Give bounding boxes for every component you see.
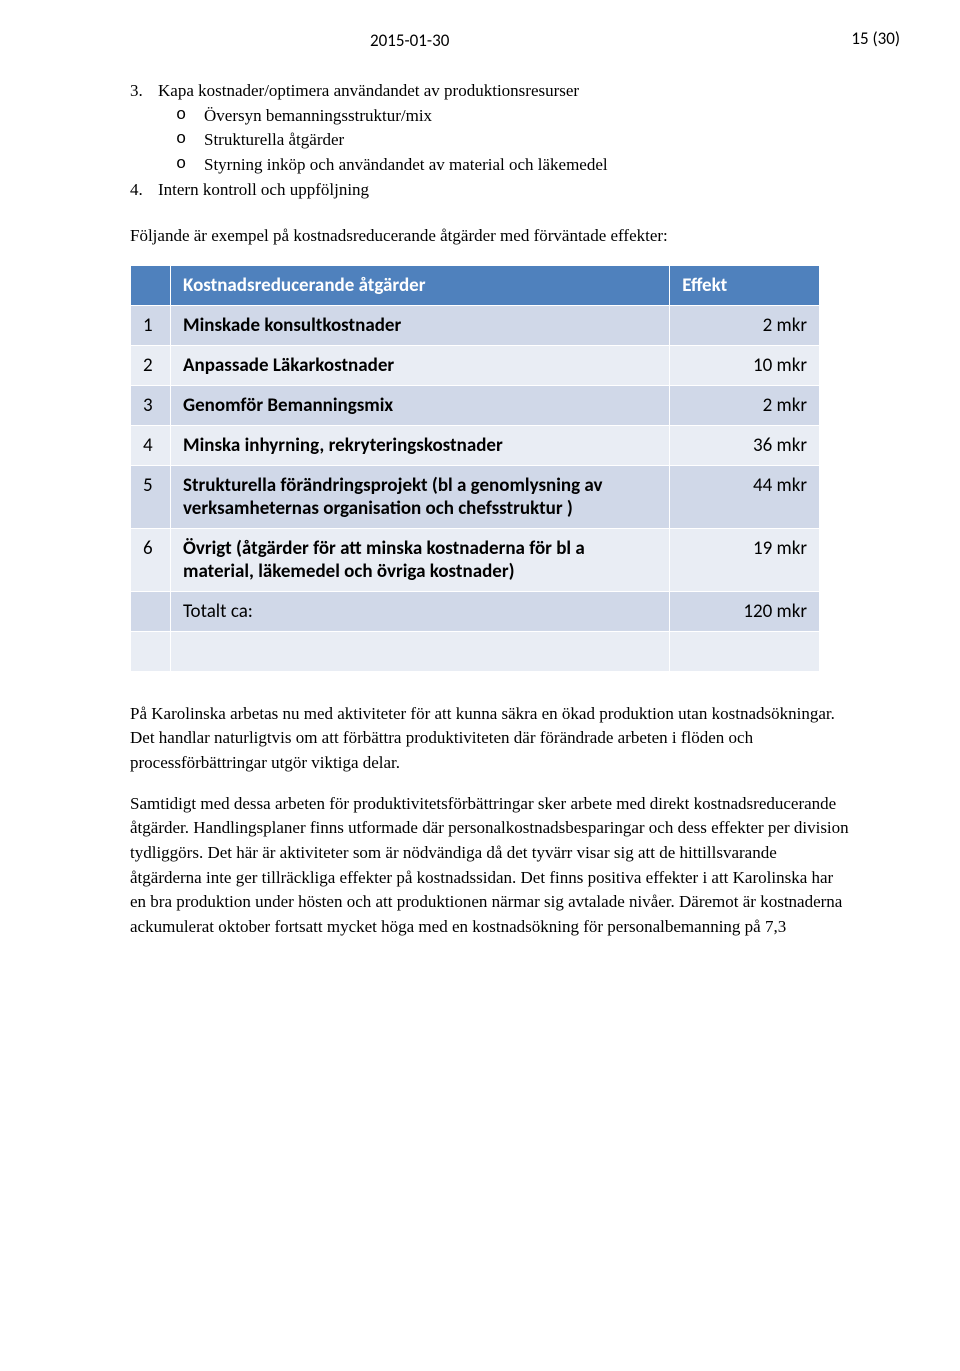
table-total-row: Totalt ca:120 mkr	[131, 591, 820, 631]
sublist-item: o Översyn bemanningsstruktur/mix	[176, 104, 850, 129]
table-row: 1Minskade konsultkostnader2 mkr	[131, 305, 820, 345]
list-item-number: 4.	[130, 178, 158, 203]
table-cell-blank	[131, 631, 171, 671]
table-cell-effect: 2 mkr	[670, 385, 820, 425]
table-cell-blank	[170, 631, 669, 671]
table-cell-effect: 2 mkr	[670, 305, 820, 345]
intro-paragraph: Följande är exempel på kostnadsreduceran…	[130, 224, 850, 249]
table-header-desc: Kostnadsreducerande åtgärder	[170, 265, 669, 305]
table-cell-number: 3	[131, 385, 171, 425]
list-item: 3. Kapa kostnader/optimera användandet a…	[130, 79, 850, 104]
table-cell-desc: Genomför Bemanningsmix	[170, 385, 669, 425]
list-item-text: Intern kontroll och uppföljning	[158, 178, 369, 203]
sublist-item: o Strukturella åtgärder	[176, 128, 850, 153]
sublist-item-text: Översyn bemanningsstruktur/mix	[204, 104, 432, 129]
table-cell-effect: 44 mkr	[670, 465, 820, 528]
sublist-item-text: Strukturella åtgärder	[204, 128, 344, 153]
sublist-item: o Styrning inköp och användandet av mate…	[176, 153, 850, 178]
table-header-row: Kostnadsreducerande åtgärder Effekt	[131, 265, 820, 305]
table-cell-number: 1	[131, 305, 171, 345]
table-cell-desc: Övrigt (åtgärder för att minska kostnade…	[170, 528, 669, 591]
table-blank-row	[131, 631, 820, 671]
table-cell-number	[131, 591, 171, 631]
bullet-icon: o	[176, 128, 204, 153]
sublist-item-text: Styrning inköp och användandet av materi…	[204, 153, 608, 178]
bullet-icon: o	[176, 153, 204, 178]
table-cell-desc: Strukturella förändringsprojekt (bl a ge…	[170, 465, 669, 528]
list-item-number: 3.	[130, 79, 158, 104]
bullet-icon: o	[176, 104, 204, 129]
table-cell-number: 6	[131, 528, 171, 591]
table-row: 3Genomför Bemanningsmix2 mkr	[131, 385, 820, 425]
table-row: 5Strukturella förändringsprojekt (bl a g…	[131, 465, 820, 528]
table-cell-number: 4	[131, 425, 171, 465]
table-row: 6Övrigt (åtgärder för att minska kostnad…	[131, 528, 820, 591]
table-header-blank	[131, 265, 171, 305]
table-cell-blank	[670, 631, 820, 671]
body-paragraph: Samtidigt med dessa arbeten för produkti…	[130, 792, 850, 940]
table-cell-desc: Minskade konsultkostnader	[170, 305, 669, 345]
table-cell-effect: 19 mkr	[670, 528, 820, 591]
table-cell-number: 2	[131, 345, 171, 385]
table-cell-total-value: 120 mkr	[670, 591, 820, 631]
table-row: 4Minska inhyrning, rekryteringskostnader…	[131, 425, 820, 465]
table-cell-total-label: Totalt ca:	[170, 591, 669, 631]
numbered-list: 3. Kapa kostnader/optimera användandet a…	[130, 79, 850, 202]
table-cell-effect: 10 mkr	[670, 345, 820, 385]
list-item-text: Kapa kostnader/optimera användandet av p…	[158, 79, 579, 104]
table-row: 2Anpassade Läkarkostnader10 mkr	[131, 345, 820, 385]
list-item: 4. Intern kontroll och uppföljning	[130, 178, 850, 203]
table-cell-desc: Anpassade Läkarkostnader	[170, 345, 669, 385]
sublist: o Översyn bemanningsstruktur/mix o Struk…	[176, 104, 850, 178]
table-header-effect: Effekt	[670, 265, 820, 305]
document-date: 2015-01-30	[370, 30, 850, 51]
body-paragraph: På Karolinska arbetas nu med aktiviteter…	[130, 702, 850, 776]
cost-reduction-table: Kostnadsreducerande åtgärder Effekt 1Min…	[130, 265, 850, 672]
page-number: 15 (30)	[851, 28, 900, 49]
table-cell-effect: 36 mkr	[670, 425, 820, 465]
table-cell-number: 5	[131, 465, 171, 528]
table-cell-desc: Minska inhyrning, rekryteringskostnader	[170, 425, 669, 465]
